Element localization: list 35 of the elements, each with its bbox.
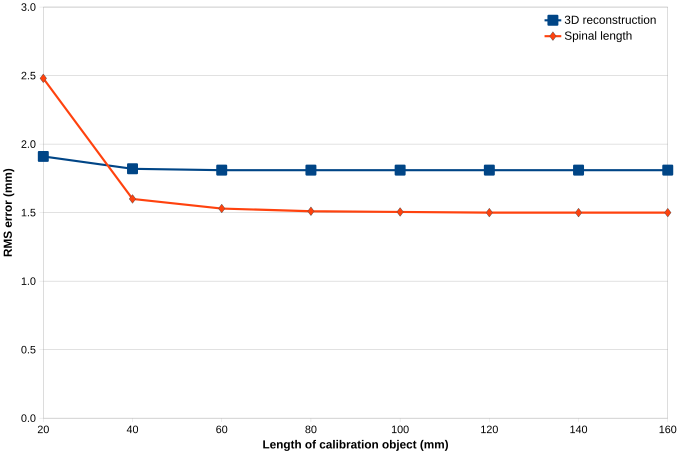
- point: [486, 208, 493, 218]
- point: [127, 163, 138, 174]
- y-tick-label: 0.5: [21, 346, 36, 354]
- point: [307, 206, 314, 216]
- x-tick-label: 140: [570, 425, 588, 434]
- y-tick-label: 0.0: [21, 414, 36, 422]
- x-tick-label: 20: [38, 425, 49, 434]
- point: [305, 164, 316, 176]
- x-tick-label: 40: [126, 425, 138, 434]
- point: [662, 164, 674, 176]
- point: [574, 208, 582, 218]
- y-tick-label: 1.0: [22, 277, 36, 285]
- point: [664, 208, 672, 218]
- legend-label: 3D reconstruction: [564, 15, 656, 24]
- point: [128, 194, 136, 204]
- point: [573, 164, 584, 176]
- point: [38, 150, 49, 162]
- x-tick-label: 60: [216, 425, 228, 434]
- point: [396, 207, 404, 217]
- x-tick-label: 120: [481, 425, 498, 434]
- y-axis-title: RMS error (mm): [3, 168, 14, 256]
- point: [216, 164, 228, 176]
- y-tick-label: 1.5: [22, 208, 36, 216]
- x-tick-label: 100: [392, 425, 409, 434]
- x-tick-label: 80: [305, 425, 316, 434]
- legend-label: Spinal length: [564, 31, 632, 42]
- point: [40, 74, 47, 83]
- point: [484, 164, 495, 176]
- y-tick-label: 2.5: [21, 72, 36, 80]
- y-tick-label: 3.0: [21, 3, 36, 11]
- x-tick-label: 160: [660, 425, 676, 434]
- x-axis-title: Length of calibration object (mm): [263, 440, 448, 451]
- point: [394, 164, 406, 176]
- point: [218, 204, 226, 214]
- y-tick-label: 2.0: [21, 140, 36, 148]
